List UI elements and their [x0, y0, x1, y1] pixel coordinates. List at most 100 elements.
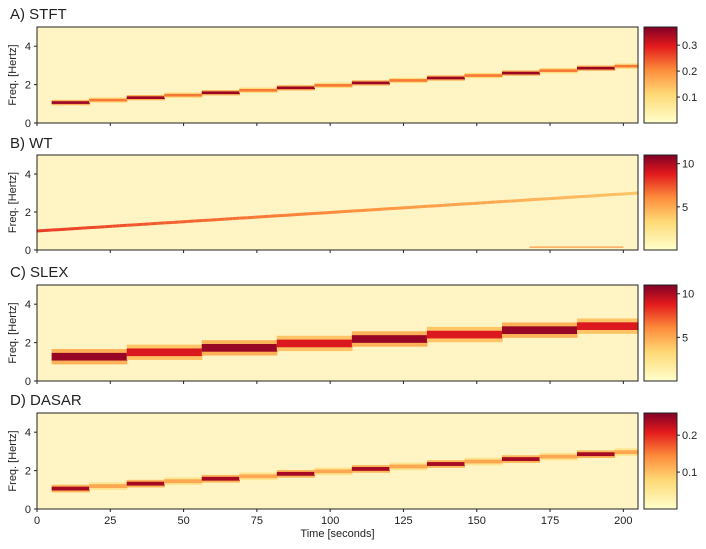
ridge-segment	[351, 466, 390, 471]
ridge-segment	[426, 330, 503, 339]
ridge-segment	[614, 450, 639, 455]
ridge-segment	[389, 79, 428, 82]
x-tick-label: 100	[321, 515, 339, 527]
x-tick-label: 75	[251, 515, 263, 527]
panel-title: B) WT	[10, 135, 53, 152]
y-tick-label: 2	[25, 207, 31, 219]
y-tick-label: 0	[25, 245, 31, 257]
ridge-segment	[164, 479, 203, 484]
y-axis-label: Freq. [Hertz]	[7, 172, 19, 233]
panel-title: C) SLEX	[10, 264, 68, 281]
ridge-segment	[389, 464, 428, 469]
ridge-segment	[276, 471, 315, 476]
y-tick-label: 4	[25, 299, 31, 311]
colorbar: 5 10	[643, 154, 694, 251]
y-tick-label: 4	[25, 427, 31, 439]
ridge-segment	[89, 98, 128, 102]
colorbar-tick-label: 0.1	[682, 92, 697, 104]
x-tick-label: 25	[104, 515, 116, 527]
ridge-segment	[314, 469, 353, 474]
y-tick-label: 2	[25, 80, 31, 92]
ridge-segment	[539, 454, 578, 459]
plot-frame	[36, 284, 639, 382]
y-tick-label: 2	[25, 466, 31, 478]
ridge-segment	[201, 344, 278, 352]
heatmap-background	[37, 27, 638, 123]
panel-4: D) DASAR Freq. [Hertz] 0 2 4 0 25 50 75 100 125 150…	[7, 392, 697, 527]
x-axis-label: Time [seconds]	[300, 528, 374, 540]
ridge-segment	[314, 84, 353, 87]
colorbar-tick-label: 0.2	[682, 66, 697, 78]
colorbar: 0.1 0.2	[643, 412, 697, 510]
colorbar-tick-label: 5	[682, 202, 688, 214]
ridge-segment	[239, 88, 278, 92]
ridge-segment	[239, 474, 278, 479]
y-tick-label: 4	[25, 169, 31, 181]
ridge-segment	[577, 452, 616, 457]
ridge-segment	[464, 459, 503, 464]
ridge-segment	[426, 462, 466, 466]
panel-3: C) SLEX Freq. [Hertz] 0 2 4 5 10	[7, 264, 694, 388]
y-tick-label: 0	[25, 118, 31, 130]
ridge-segment	[89, 484, 128, 489]
x-tick-label: 175	[541, 515, 559, 527]
ridge-segment	[201, 476, 240, 481]
ridge-segment	[614, 64, 639, 68]
plot-frame	[36, 412, 639, 510]
ridge-segment	[51, 352, 128, 361]
y-tick-label: 0	[25, 504, 31, 516]
colorbar-ramp	[643, 26, 678, 124]
x-tick-label: 150	[468, 515, 486, 527]
colorbar-ramp	[643, 412, 678, 510]
panel-title: D) DASAR	[10, 392, 82, 409]
ridge-segment	[501, 71, 541, 75]
ridge-segment	[126, 481, 165, 486]
ridge-segment	[464, 74, 503, 77]
panel-2: B) WT Freq. [Hertz] 0 2 4 5 10	[7, 135, 694, 257]
colorbar: 5 10	[643, 284, 694, 382]
panel-1: A) STFT Freq. [Hertz] 0 2 4 0.1 0.2 0.3	[7, 6, 697, 130]
ridge-segment	[501, 457, 541, 461]
ridge-segment	[51, 486, 90, 491]
colorbar-ramp	[643, 154, 678, 251]
ridge-segment	[426, 76, 466, 80]
ridge-segment	[201, 91, 240, 95]
x-tick-label: 125	[394, 515, 412, 527]
colorbar-tick-label: 0.2	[682, 430, 697, 442]
colorbar-tick-label: 0.3	[682, 40, 697, 52]
ridge-segment	[577, 66, 616, 70]
colorbar: 0.1 0.2 0.3	[643, 26, 697, 124]
ridge-segment	[126, 348, 203, 357]
heatmap-background	[37, 155, 638, 250]
x-tick-label: 200	[614, 515, 632, 527]
ridge-segment	[276, 86, 315, 90]
ridge-segment	[164, 93, 203, 97]
colorbar-tick-label: 10	[682, 289, 694, 301]
colorbar-tick-label: 10	[682, 159, 694, 171]
heatmap-background	[37, 413, 638, 509]
colorbar-tick-label: 5	[682, 332, 688, 344]
y-tick-label: 4	[25, 41, 31, 53]
plot-frame	[36, 26, 639, 124]
panel-title: A) STFT	[10, 6, 67, 23]
colorbar-ramp	[643, 284, 678, 382]
ridge-segment	[276, 339, 353, 348]
x-tick-label: 50	[177, 515, 189, 527]
ridge-segment	[126, 96, 165, 99]
y-axis-label: Freq. [Hertz]	[7, 302, 19, 363]
ridge-segment	[351, 81, 390, 85]
ridge-segment	[539, 69, 578, 72]
ridge-segment	[501, 326, 578, 335]
x-tick-label: 0	[34, 515, 40, 527]
y-axis-label: Freq. [Hertz]	[7, 430, 19, 491]
ridge-segment	[577, 322, 639, 330]
y-tick-label: 2	[25, 338, 31, 350]
y-axis-label: Freq. [Hertz]	[7, 44, 19, 105]
ridge-segment	[51, 101, 90, 104]
plot-frame	[36, 154, 639, 251]
ridge-segment	[351, 335, 428, 343]
colorbar-tick-label: 0.1	[682, 467, 697, 479]
y-tick-label: 0	[25, 376, 31, 388]
